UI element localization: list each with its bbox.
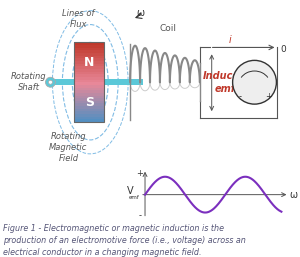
Bar: [74, 66, 104, 69]
Bar: [74, 90, 104, 93]
Bar: [50, 79, 143, 85]
Circle shape: [232, 60, 276, 104]
Bar: [74, 106, 104, 109]
Bar: [74, 109, 104, 112]
Text: +: +: [136, 169, 143, 178]
Bar: [74, 42, 104, 122]
Bar: [74, 96, 104, 99]
Text: Rotating
Magnetic
Field: Rotating Magnetic Field: [49, 132, 88, 163]
Bar: [74, 104, 104, 107]
Bar: [74, 53, 104, 56]
Text: Induced
emf: Induced emf: [203, 71, 247, 94]
Bar: [74, 98, 104, 101]
Bar: [74, 50, 104, 53]
Bar: [74, 69, 104, 72]
Text: N: N: [84, 56, 94, 69]
Text: ω: ω: [289, 190, 297, 200]
Text: V: V: [127, 186, 133, 196]
Bar: [74, 117, 104, 120]
Bar: [74, 80, 104, 83]
Text: -: -: [139, 211, 142, 220]
Text: S: S: [85, 96, 94, 109]
Text: Rotating
Shaft: Rotating Shaft: [11, 72, 46, 92]
Text: 0: 0: [280, 45, 286, 54]
Bar: [74, 56, 104, 59]
Text: Figure 1 - Electromagnetic or magnetic induction is the
production of an electro: Figure 1 - Electromagnetic or magnetic i…: [3, 224, 246, 257]
Bar: [74, 72, 104, 75]
Bar: [74, 64, 104, 67]
Text: emf: emf: [129, 195, 140, 200]
Bar: [74, 74, 104, 77]
Bar: [74, 120, 104, 123]
Circle shape: [46, 77, 56, 87]
Circle shape: [49, 80, 52, 84]
Bar: [74, 101, 104, 104]
Text: +: +: [265, 92, 272, 101]
Bar: [74, 48, 104, 51]
Bar: [74, 93, 104, 96]
Bar: [74, 85, 104, 88]
Bar: [74, 61, 104, 64]
Bar: [74, 45, 104, 48]
Text: ω: ω: [136, 8, 144, 18]
Text: i: i: [228, 35, 231, 45]
Bar: [74, 114, 104, 117]
Bar: [74, 88, 104, 91]
Text: -: -: [239, 92, 242, 101]
Bar: [74, 77, 104, 80]
Text: Lines of
Flux: Lines of Flux: [62, 8, 94, 29]
Bar: [74, 58, 104, 61]
Bar: [74, 42, 104, 45]
Bar: [74, 112, 104, 115]
Bar: [74, 82, 104, 85]
Text: Coil: Coil: [159, 24, 176, 33]
